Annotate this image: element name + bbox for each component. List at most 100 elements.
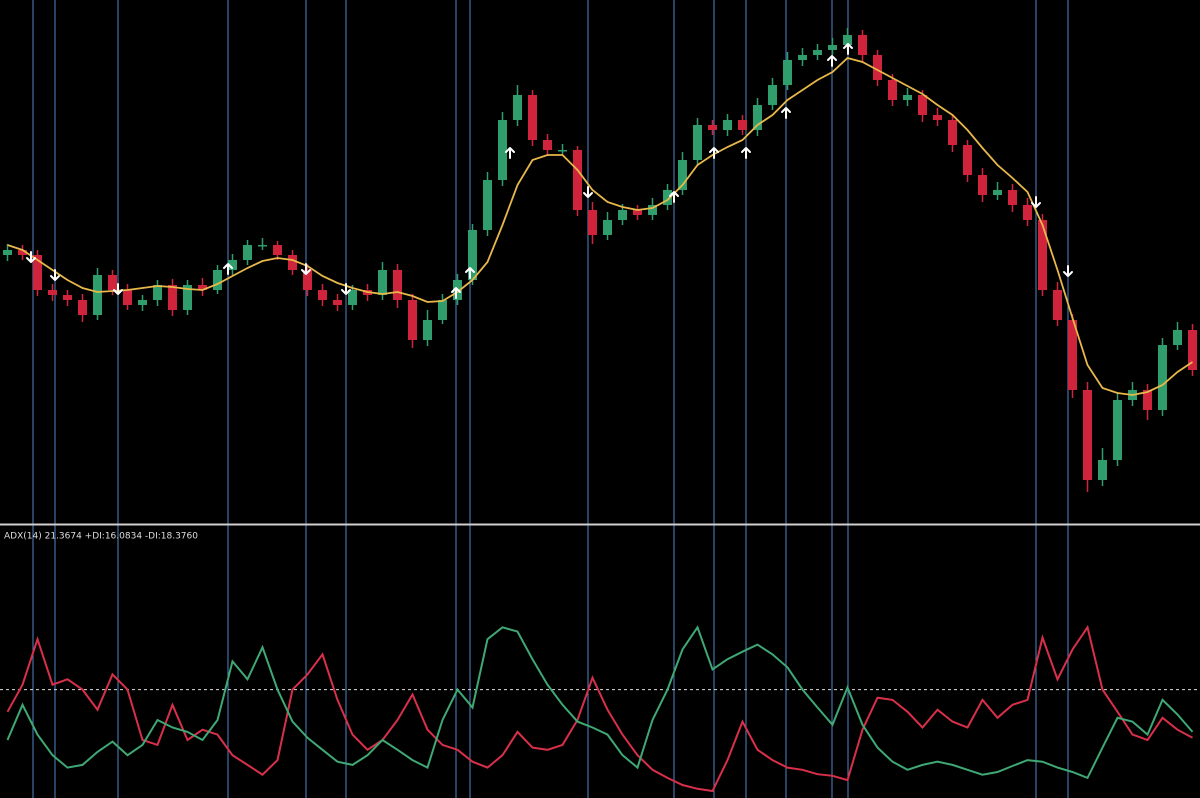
candle-body: [663, 190, 672, 205]
indicator-title: ADX(14) 21.3674 +DI:16.0834 -DI:18.3760: [4, 532, 198, 542]
sell-arrow: [341, 283, 351, 295]
candle-body: [1113, 400, 1122, 460]
candle-body: [1023, 205, 1032, 220]
candle-body: [588, 210, 597, 235]
buy-arrow: [827, 55, 837, 67]
sell-arrow: [583, 186, 593, 198]
candle-body: [1158, 345, 1167, 410]
candle-body: [1008, 190, 1017, 205]
candle-body: [78, 300, 87, 315]
candle-body: [183, 285, 192, 310]
candle-body: [63, 295, 72, 300]
candle-body: [393, 270, 402, 300]
candle-body: [933, 115, 942, 120]
signal-lines: [32, 0, 1069, 798]
buy-arrow: [709, 147, 719, 159]
candle-body: [573, 150, 582, 210]
candle-body: [258, 245, 267, 247]
candle-body: [1053, 290, 1062, 320]
candle-body: [1098, 460, 1107, 480]
buy-arrow: [843, 43, 853, 55]
candle-body: [468, 230, 477, 280]
candle-body: [873, 55, 882, 80]
buy-arrow: [451, 287, 461, 299]
candle-body: [708, 125, 717, 130]
candle-body: [903, 95, 912, 100]
candle-body: [1173, 330, 1182, 345]
buy-arrow: [669, 191, 679, 203]
candle-body: [783, 60, 792, 85]
candle-body: [1143, 390, 1152, 410]
candle-body: [543, 140, 552, 150]
candle-body: [753, 105, 762, 130]
sell-arrow: [113, 283, 123, 295]
candle-body: [273, 245, 282, 255]
candle-body: [168, 285, 177, 310]
candle-body: [1068, 320, 1077, 390]
moving-average: [7, 57, 1193, 396]
candle-body: [303, 270, 312, 290]
price-panel: [3, 28, 1197, 492]
candle-body: [1038, 220, 1047, 290]
candle-body: [333, 300, 342, 305]
candle-body: [843, 35, 852, 45]
indicator-line: [6, 624, 1193, 793]
candle-body: [243, 245, 252, 260]
candle-body: [558, 150, 567, 152]
candle-body: [678, 160, 687, 190]
candle-body: [888, 80, 897, 100]
candle-body: [813, 50, 822, 55]
candle-body: [138, 300, 147, 305]
candle-body: [633, 210, 642, 215]
candle-body: [348, 290, 357, 305]
candle-body: [1188, 330, 1197, 370]
candle-body: [918, 95, 927, 115]
candle-body: [828, 45, 837, 50]
candle-body: [993, 190, 1002, 195]
buy-arrow: [505, 147, 515, 159]
candle-body: [213, 270, 222, 290]
buy-arrow: [741, 147, 751, 159]
candle-body: [723, 120, 732, 130]
candle-body: [603, 220, 612, 235]
candle-body: [3, 250, 12, 255]
buy-arrow: [781, 107, 791, 119]
signal-arrows: [26, 43, 1073, 299]
candle-body: [1083, 390, 1092, 480]
candle-body: [93, 275, 102, 315]
candle-body: [18, 250, 27, 255]
candle-body: [378, 270, 387, 295]
candle-body: [648, 205, 657, 215]
candle-body: [123, 290, 132, 305]
sell-arrow: [50, 269, 60, 281]
candle-body: [513, 95, 522, 120]
candle-body: [288, 255, 297, 270]
candle-body: [423, 320, 432, 340]
candle-body: [48, 290, 57, 295]
candle-body: [528, 95, 537, 140]
candle-body: [858, 35, 867, 55]
sell-arrow: [301, 263, 311, 275]
candle-body: [963, 145, 972, 175]
candle-body: [693, 125, 702, 160]
candle-body: [498, 120, 507, 180]
candle-body: [438, 300, 447, 320]
sell-arrow: [1063, 265, 1073, 277]
candle-body: [33, 255, 42, 290]
buy-arrow: [223, 263, 233, 275]
buy-arrow: [465, 267, 475, 279]
candle-body: [153, 285, 162, 300]
candle-body: [228, 260, 237, 270]
candle-body: [408, 300, 417, 340]
candle-body: [738, 120, 747, 130]
candle-body: [198, 285, 207, 290]
sell-arrow: [1031, 196, 1041, 208]
candle-body: [798, 55, 807, 60]
candle-body: [108, 275, 117, 290]
sell-arrow: [26, 251, 36, 263]
candle-body: [618, 210, 627, 220]
candle-body: [318, 290, 327, 300]
indicator-plot: [0, 624, 1200, 793]
